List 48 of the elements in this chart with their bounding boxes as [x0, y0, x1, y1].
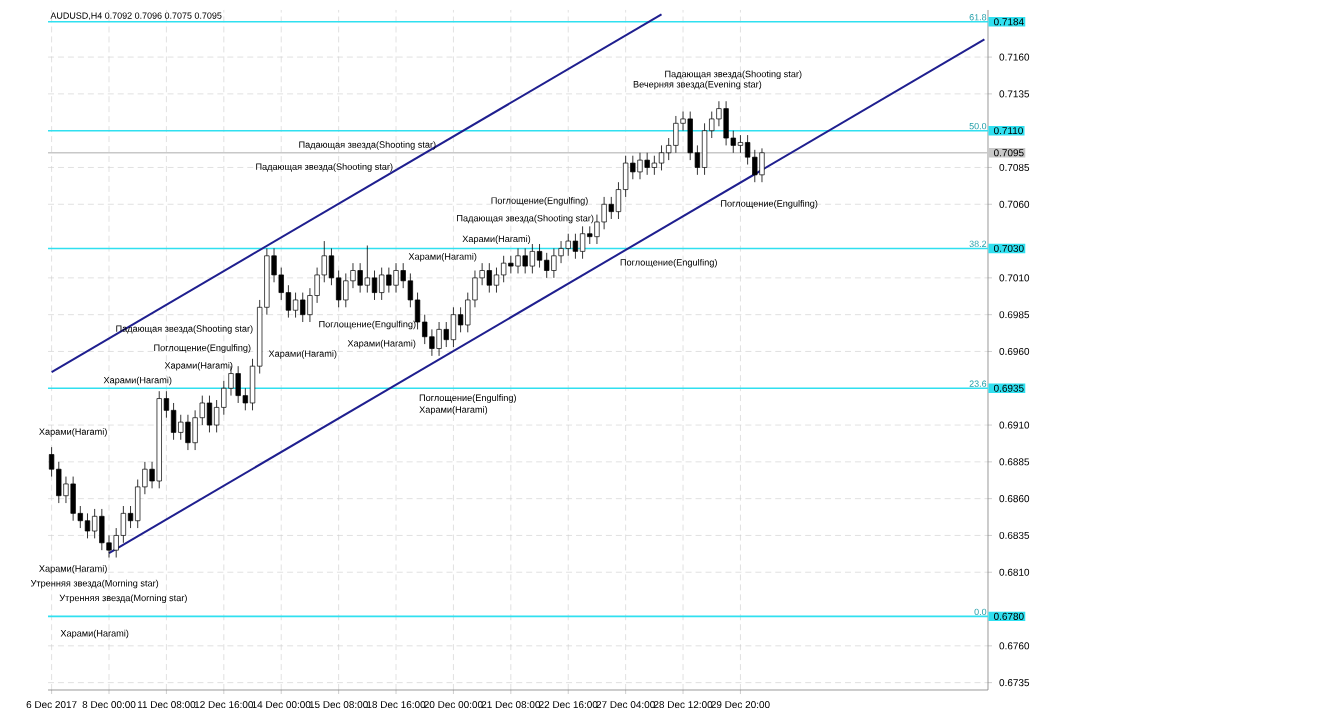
candlestick [450, 306, 457, 348]
candlestick [486, 262, 492, 293]
candlestick [192, 409, 198, 451]
candlestick [587, 225, 593, 245]
candlestick [56, 461, 62, 504]
candlestick [651, 154, 657, 175]
candlestick [551, 247, 557, 278]
candlestick [292, 291, 299, 318]
candlestick [529, 243, 535, 274]
candlestick [379, 266, 385, 300]
candlestick [364, 244, 370, 293]
candlestick [493, 266, 500, 293]
candlestick [544, 252, 550, 278]
candlestick [386, 266, 392, 293]
candlestick [185, 414, 191, 451]
candlestick [170, 402, 177, 440]
candlestick [759, 147, 765, 183]
candlestick [357, 262, 363, 293]
candlestick [235, 365, 241, 404]
candlestick [206, 394, 213, 433]
candlestick [92, 508, 98, 539]
candlestick [737, 134, 744, 153]
candlestick [178, 414, 184, 440]
candlestick [536, 243, 543, 268]
candlestick [429, 328, 435, 356]
candlestick [752, 149, 758, 183]
candlestick [572, 232, 579, 259]
candlestick [436, 321, 442, 356]
candlestick [673, 115, 679, 153]
candlestick [637, 152, 643, 180]
candlestick [644, 152, 650, 175]
candlestick [687, 110, 693, 161]
candlestick [99, 508, 105, 551]
candlestick [515, 247, 521, 274]
candlestick [70, 475, 76, 521]
candlestick [522, 247, 528, 274]
candlestick [457, 306, 464, 333]
candlestick [723, 100, 729, 146]
candlestick [501, 255, 507, 283]
candlestick [658, 144, 665, 171]
candlestick [579, 225, 586, 259]
candlestick [300, 291, 306, 323]
candlestick [565, 232, 571, 256]
candlestick [84, 512, 91, 539]
candlestick [393, 262, 399, 293]
candlestick [371, 269, 378, 300]
candlestick [443, 321, 449, 348]
candlestick [608, 196, 614, 220]
